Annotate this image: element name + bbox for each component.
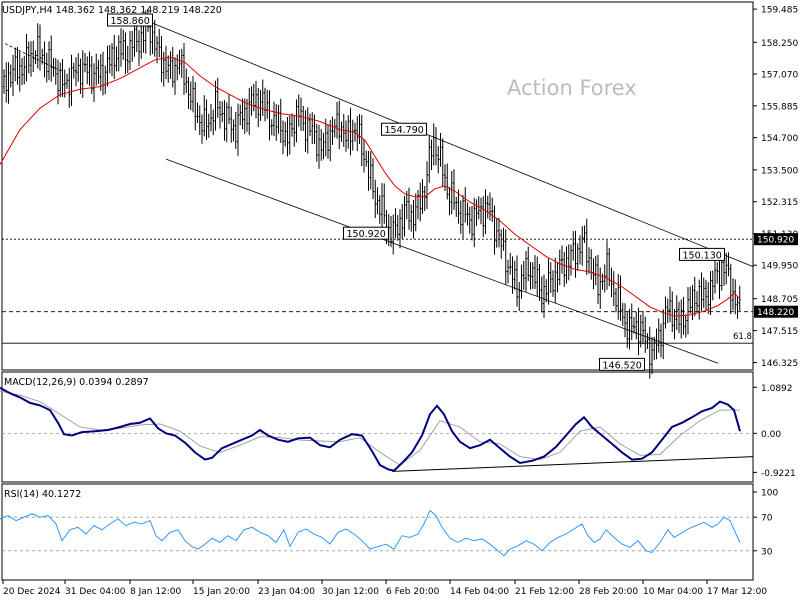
x-tick-label: 8 Jan 12:00 xyxy=(130,587,182,597)
channel-upper-line xyxy=(149,21,754,267)
macd-panel-frame xyxy=(1,371,754,483)
x-tick-label: 28 Feb 20:00 xyxy=(579,587,638,597)
price-header: USDJPY,H4 148.362 148.362 148.219 148.22… xyxy=(2,5,222,16)
candle-group xyxy=(3,9,741,379)
rsi-y-tick-label: 70 xyxy=(761,514,773,524)
price-level-tag xyxy=(754,305,798,318)
macd-main-line xyxy=(0,386,741,472)
x-tick-label: 23 Jan 04:00 xyxy=(258,587,315,597)
x-tick-label: 6 Feb 20:00 xyxy=(386,587,440,597)
macd-y-tick-label: 0.00 xyxy=(761,430,781,440)
x-tick-label: 21 Feb 12:00 xyxy=(515,587,574,597)
rsi-y-tick-label: 30 xyxy=(761,547,773,557)
x-tick-label: 14 Feb 04:00 xyxy=(450,587,509,597)
x-tick-label: 17 Mar 12:00 xyxy=(707,587,767,597)
price-level-tag xyxy=(754,233,798,246)
price-y-tick-label: 149.950 xyxy=(761,262,798,272)
price-annotation-label: 154.790 xyxy=(385,125,424,136)
price-y-tick-label: 148.705 xyxy=(761,295,798,305)
macd-trend-line xyxy=(391,456,754,472)
rsi-line xyxy=(0,509,741,557)
price-annotation-label: 150.920 xyxy=(347,229,386,240)
rsi-title: RSI(14) 40.1272 xyxy=(4,489,81,500)
x-tick-label: 31 Dec 04:00 xyxy=(65,587,126,597)
rsi-y-tick-label: 100 xyxy=(761,489,778,499)
rsi-panel-frame xyxy=(1,483,754,581)
price-y-tick-label: 154.700 xyxy=(761,134,798,144)
price-y-tick-label: 157.070 xyxy=(761,70,798,80)
price-level-tag-label: 148.220 xyxy=(757,308,794,318)
price-y-tick-label: 159.485 xyxy=(761,6,798,16)
price-panel-frame xyxy=(1,1,754,371)
price-y-tick-label: 158.250 xyxy=(761,39,798,49)
x-tick-label: 20 Dec 2024 xyxy=(3,587,61,597)
price-y-tick-label: 146.325 xyxy=(761,359,798,369)
price-y-tick-label: 155.885 xyxy=(761,102,798,112)
macd-y-tick-label: 1.0892 xyxy=(761,384,793,394)
price-annotation-label: 150.130 xyxy=(683,250,722,261)
x-tick-label: 15 Jan 20:00 xyxy=(193,587,250,597)
price-y-tick-label: 153.500 xyxy=(761,166,798,176)
price-annotation-box xyxy=(107,13,153,27)
macd-title: MACD(12,26,9) 0.0394 0.2897 xyxy=(4,377,149,388)
price-y-tick-label: 147.515 xyxy=(761,327,798,337)
channel-lower-line xyxy=(165,158,719,364)
price-annotation-box xyxy=(381,122,427,136)
macd-y-tick-label: -0.9221 xyxy=(761,469,796,479)
price-annotation-box xyxy=(599,357,645,371)
price-annotation-label: 146.520 xyxy=(603,360,642,371)
price-annotation-box xyxy=(343,226,389,240)
price-level-tag-label: 150.920 xyxy=(757,236,794,246)
price-annotation-box xyxy=(679,247,725,261)
x-tick-label: 30 Jan 12:00 xyxy=(322,587,379,597)
macd-signal-line xyxy=(0,390,740,466)
price-annotation-label: 158.860 xyxy=(111,16,150,27)
x-tick-label: 10 Mar 04:00 xyxy=(643,587,703,597)
price-y-tick-label: 152.315 xyxy=(761,198,798,208)
watermark: Action Forex xyxy=(507,76,637,100)
moving-average-line xyxy=(0,56,741,317)
fib-level-label: 61.8 xyxy=(733,332,752,342)
